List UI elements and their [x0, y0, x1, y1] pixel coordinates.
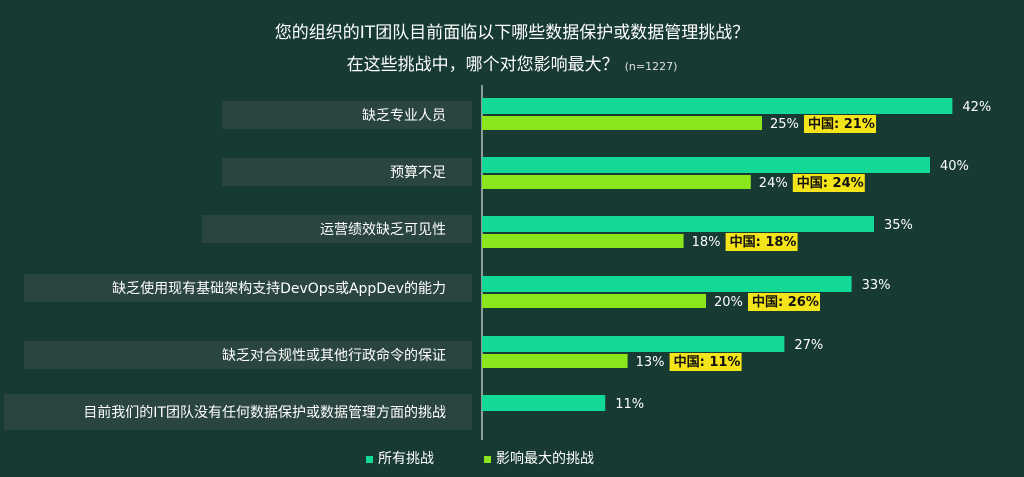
china-value-label: 中国: 21%: [808, 116, 875, 132]
chart-title-line2: 在这些挑战中，哪个对您影响最大？ (n=1227): [0, 50, 1024, 75]
legend-swatch-all: [366, 455, 373, 463]
category-label: 目前我们的IT团队没有任何数据保护或数据管理方面的挑战: [83, 404, 446, 421]
category-label-bg: [222, 158, 472, 186]
value-label-biggest: 24%: [759, 176, 788, 191]
category-label: 缺乏使用现有基础架构支持DevOps或AppDev的能力: [112, 280, 446, 297]
bar-all-challenges: [482, 336, 785, 352]
china-highlight-bg: [748, 293, 820, 311]
bar-biggest-challenge: [482, 234, 684, 248]
china-value-label: 中国: 26%: [752, 294, 819, 310]
category-label: 缺乏对合规性或其他行政命令的保证: [222, 347, 446, 364]
bar-biggest-challenge: [482, 175, 751, 189]
category-label-bg: [202, 215, 472, 243]
value-label-all: 35%: [884, 218, 913, 233]
value-label-biggest: 13%: [636, 355, 665, 370]
value-label-biggest: 25%: [770, 117, 799, 132]
china-highlight-bg: [669, 353, 742, 371]
chart-title-line1: 您的组织的IT团队目前面临以下哪些数据保护或数据管理挑战？: [274, 23, 750, 43]
legend-label-all: 所有挑战: [378, 451, 434, 467]
value-label-all: 40%: [940, 159, 969, 174]
category-label: 运营绩效缺乏可见性: [320, 222, 446, 238]
china-value-label: 中国: 18%: [730, 234, 797, 250]
value-label-biggest: 18%: [692, 235, 721, 250]
china-highlight-bg: [792, 174, 865, 192]
value-label-all: 27%: [794, 338, 823, 353]
category-label: 缺乏专业人员: [362, 108, 446, 124]
bar-biggest-challenge: [482, 116, 762, 130]
bar-all-challenges: [482, 157, 930, 173]
value-label-all: 42%: [962, 100, 991, 115]
china-highlight-bg: [804, 115, 876, 133]
value-label-biggest: 20%: [714, 295, 743, 310]
value-label-all: 11%: [615, 397, 644, 412]
chart-title-question: 在这些挑战中，哪个对您影响最大？: [346, 55, 619, 75]
bar-biggest-challenge: [482, 294, 706, 308]
legend-item-all: 所有挑战: [366, 448, 434, 468]
category-label-bg: [222, 101, 472, 129]
sample-size-note: (n=1227): [624, 60, 678, 73]
category-label-bg: [4, 394, 472, 430]
bar-biggest-challenge: [482, 354, 628, 368]
legend-swatch-biggest: [484, 455, 491, 463]
china-highlight-bg: [725, 233, 798, 251]
legend-label-biggest: 影响最大的挑战: [496, 451, 594, 467]
bar-all-challenges: [482, 216, 874, 232]
bar-all-challenges: [482, 98, 953, 114]
bar-all-challenges: [482, 395, 606, 411]
category-label: 预算不足: [390, 165, 446, 181]
bar-all-challenges: [482, 276, 852, 292]
china-value-label: 中国: 24%: [797, 175, 864, 191]
value-label-all: 33%: [862, 278, 891, 293]
china-value-label: 中国: 11%: [674, 354, 741, 370]
category-label-bg: [24, 274, 472, 302]
category-label-bg: [24, 341, 472, 369]
legend-item-biggest: 影响最大的挑战: [484, 448, 594, 468]
